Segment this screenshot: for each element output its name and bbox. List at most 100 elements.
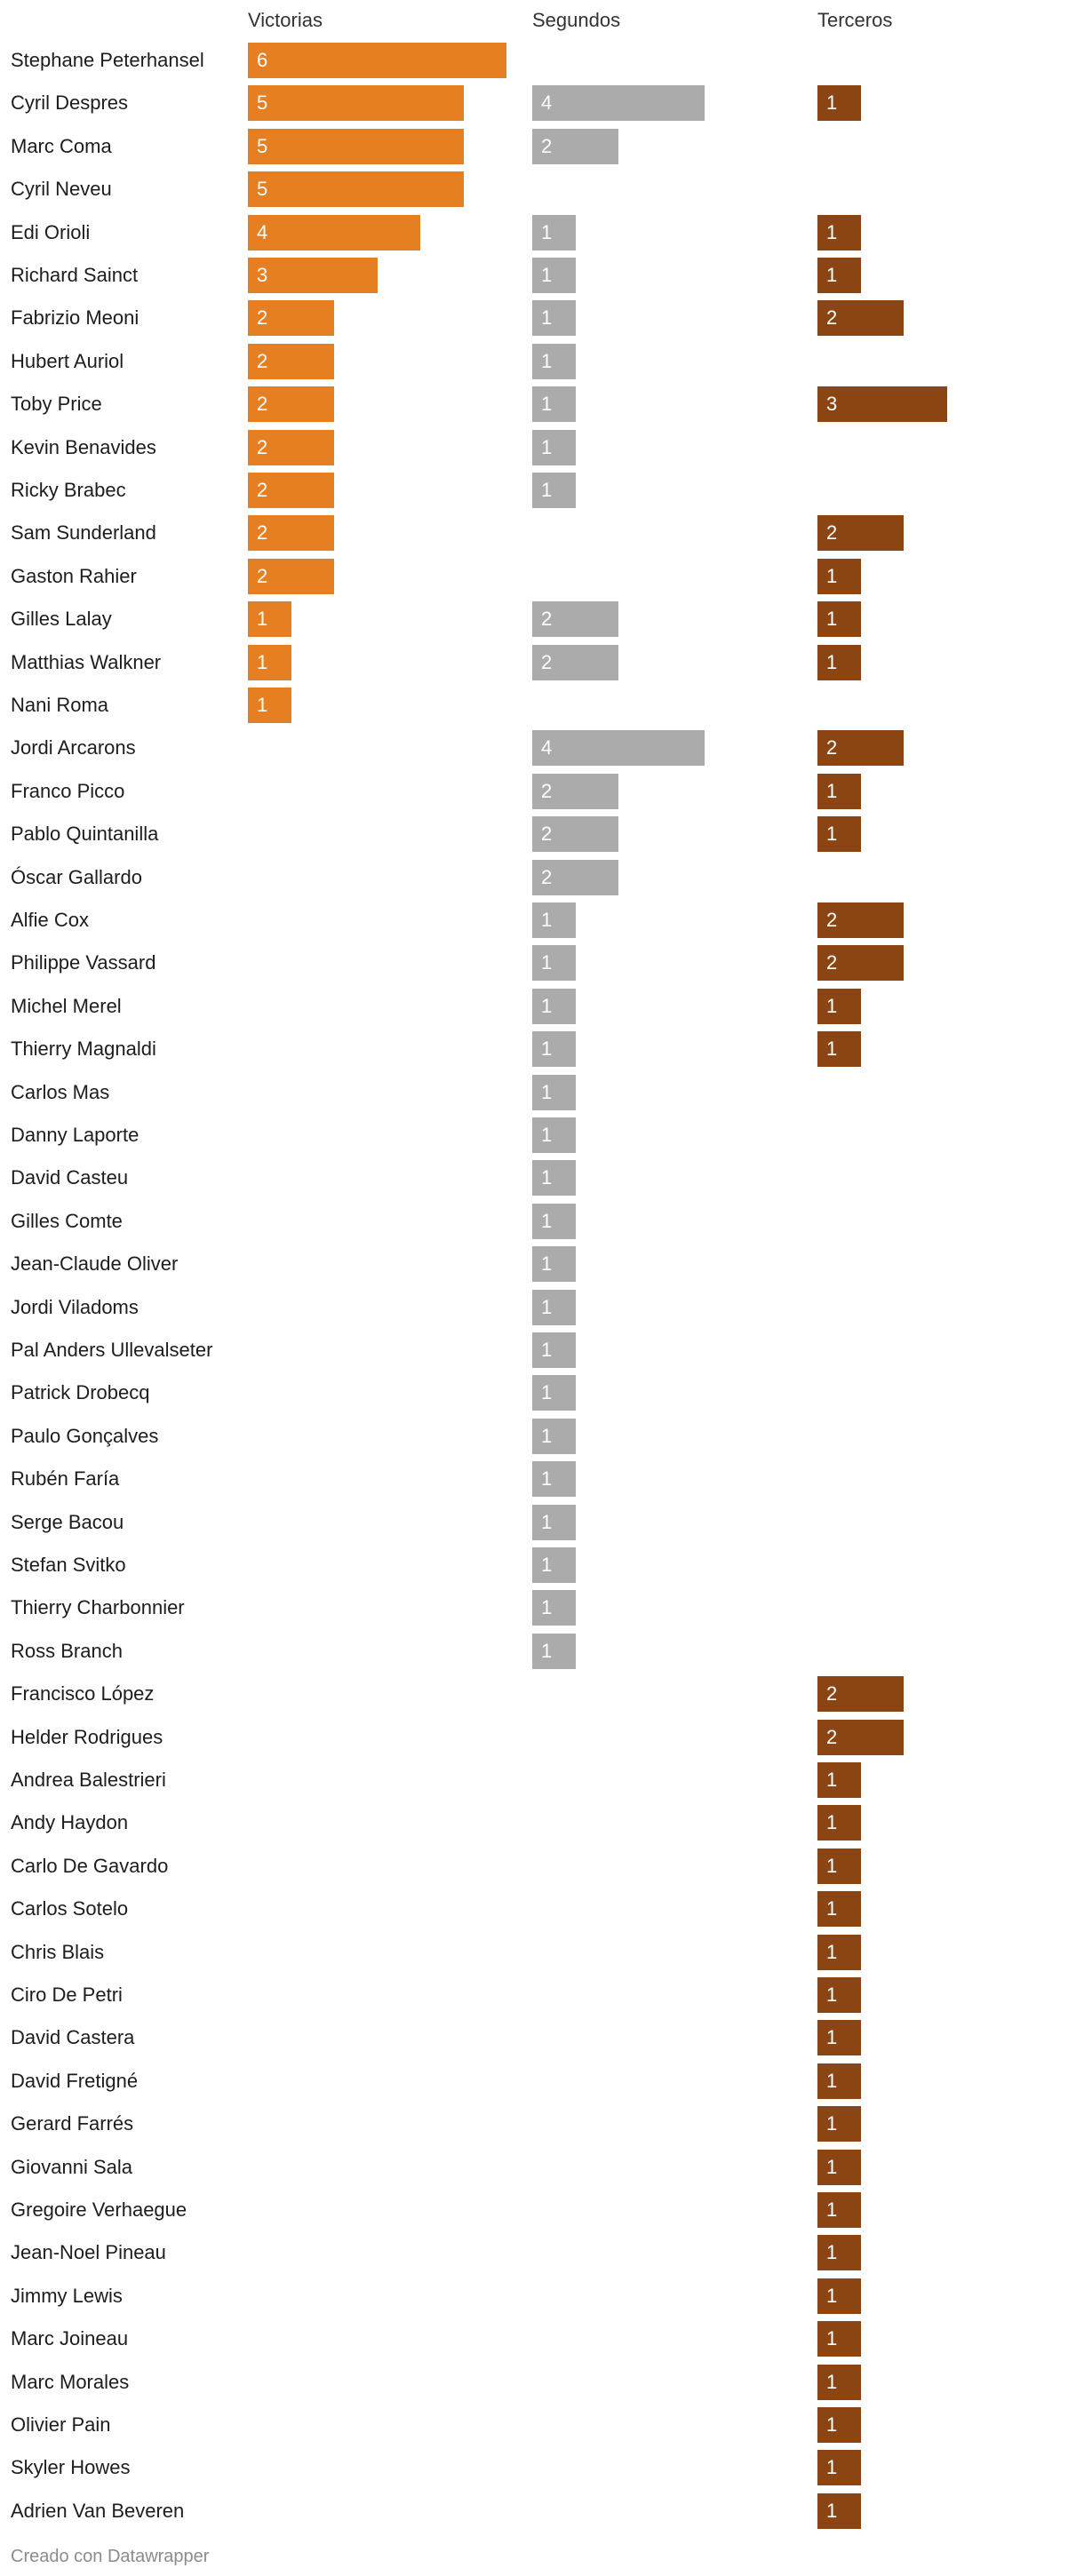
bar-value-thirds: 1 bbox=[826, 2327, 838, 2350]
bar-thirds bbox=[817, 644, 861, 680]
bar-thirds bbox=[817, 773, 861, 809]
row-label: David Fretigné bbox=[11, 2069, 139, 2092]
bar-seconds bbox=[532, 1246, 576, 1283]
bar-thirds bbox=[817, 2149, 861, 2185]
bar-value-seconds: 2 bbox=[541, 608, 553, 631]
bar-value-thirds: 1 bbox=[826, 779, 838, 802]
bar-value-thirds: 1 bbox=[826, 264, 838, 286]
bar-value-thirds: 1 bbox=[826, 1984, 838, 2006]
bar-value-thirds: 1 bbox=[826, 2284, 838, 2307]
row-label: Óscar Gallardo bbox=[11, 865, 142, 888]
bar-thirds bbox=[817, 2192, 861, 2228]
bar-value-seconds: 1 bbox=[541, 1166, 553, 1189]
row-label: Philippe Vassard bbox=[11, 951, 156, 974]
row-label: Pal Anders Ullevalseter bbox=[11, 1339, 213, 1361]
bar-thirds bbox=[817, 2450, 861, 2486]
row-label: Richard Sainct bbox=[11, 264, 139, 286]
bar-value-seconds: 2 bbox=[541, 823, 553, 846]
bar-value-wins: 2 bbox=[257, 349, 268, 372]
row-label: Nani Roma bbox=[11, 694, 109, 716]
bar-value-seconds: 1 bbox=[541, 435, 553, 458]
bar-wins bbox=[248, 386, 334, 423]
row-label: Marc Joineau bbox=[11, 2327, 129, 2350]
bar-wins bbox=[248, 171, 464, 208]
row-label: Ciro De Petri bbox=[11, 1984, 123, 2006]
column-header-thirds: Terceros bbox=[817, 9, 893, 31]
bar-seconds bbox=[532, 1160, 576, 1197]
bar-value-thirds: 1 bbox=[826, 650, 838, 673]
column-header-wins: Victorias bbox=[248, 9, 323, 31]
column-header-seconds: Segundos bbox=[532, 9, 621, 31]
bar-value-wins: 1 bbox=[257, 650, 268, 673]
row-label: Stephane Peterhansel bbox=[11, 49, 204, 71]
row-label: Carlos Sotelo bbox=[11, 1897, 129, 1920]
bar-thirds bbox=[817, 386, 947, 423]
bar-value-thirds: 1 bbox=[826, 564, 838, 587]
bar-value-seconds: 2 bbox=[541, 865, 553, 888]
bar-seconds bbox=[532, 859, 618, 895]
bar-wins bbox=[248, 558, 334, 594]
bar-thirds bbox=[817, 945, 904, 982]
row-label: Thierry Magnaldi bbox=[11, 1038, 156, 1061]
row-label: Edi Orioli bbox=[11, 220, 91, 243]
bar-seconds bbox=[532, 429, 576, 465]
row-label: Gregoire Verhaegue bbox=[11, 2198, 187, 2221]
bar-thirds bbox=[817, 816, 861, 853]
row-label: Paulo Gonçalves bbox=[11, 1424, 159, 1447]
row-label: Gaston Rahier bbox=[11, 564, 137, 587]
bar-value-thirds: 2 bbox=[826, 521, 838, 545]
bar-value-thirds: 1 bbox=[826, 994, 838, 1017]
row-label: Gilles Lalay bbox=[11, 608, 112, 631]
bar-seconds bbox=[532, 85, 705, 122]
bar-seconds bbox=[532, 816, 618, 853]
bar-wins bbox=[248, 644, 291, 680]
bar-seconds bbox=[532, 214, 576, 250]
bar-value-wins: 3 bbox=[257, 264, 268, 286]
bar-value-wins: 2 bbox=[257, 393, 268, 416]
bar-thirds bbox=[817, 1762, 861, 1798]
bar-value-thirds: 1 bbox=[826, 1854, 838, 1877]
bar-thirds bbox=[817, 558, 861, 594]
bar-seconds bbox=[532, 1289, 576, 1325]
row-label: Skyler Howes bbox=[11, 2456, 131, 2479]
bar-seconds bbox=[532, 1590, 576, 1626]
bar-value-wins: 2 bbox=[257, 306, 268, 330]
row-label: Carlo De Gavardo bbox=[11, 1854, 169, 1877]
bar-wins bbox=[248, 85, 464, 122]
bar-thirds bbox=[817, 1676, 904, 1713]
bar-value-seconds: 1 bbox=[541, 909, 553, 931]
bar-thirds bbox=[817, 1891, 861, 1928]
bar-value-seconds: 2 bbox=[541, 650, 553, 673]
bar-seconds bbox=[532, 1074, 576, 1110]
row-label: Ricky Brabec bbox=[11, 479, 126, 501]
row-label: Franco Picco bbox=[11, 779, 125, 802]
row-label: Sam Sunderland bbox=[11, 521, 156, 545]
bar-value-thirds: 1 bbox=[826, 1038, 838, 1061]
bar-value-thirds: 1 bbox=[826, 2069, 838, 2092]
bar-thirds bbox=[817, 85, 861, 122]
bar-value-wins: 4 bbox=[257, 220, 268, 243]
bar-value-thirds: 2 bbox=[826, 909, 838, 931]
bar-seconds bbox=[532, 473, 576, 508]
bar-thirds bbox=[817, 2020, 861, 2056]
bar-seconds bbox=[532, 258, 576, 293]
bar-value-wins: 5 bbox=[257, 178, 268, 201]
bar-value-wins: 2 bbox=[257, 564, 268, 587]
bar-value-seconds: 1 bbox=[541, 349, 553, 372]
bar-thirds bbox=[817, 2235, 861, 2271]
bar-thirds bbox=[817, 730, 904, 767]
bar-value-seconds: 1 bbox=[541, 479, 553, 501]
bar-wins bbox=[248, 214, 420, 250]
bar-wins bbox=[248, 128, 464, 164]
bar-seconds bbox=[532, 386, 576, 423]
bar-value-thirds: 1 bbox=[826, 2241, 838, 2264]
bar-wins bbox=[248, 43, 506, 78]
bar-wins bbox=[248, 258, 378, 293]
row-label: Cyril Despres bbox=[11, 91, 129, 115]
bar-thirds bbox=[817, 2493, 861, 2529]
footer-credit[interactable]: Creado con Datawrapper bbox=[11, 2547, 210, 2566]
bar-value-thirds: 1 bbox=[826, 91, 838, 115]
bar-value-thirds: 1 bbox=[826, 1769, 838, 1791]
bar-seconds bbox=[532, 1504, 576, 1540]
bar-value-seconds: 1 bbox=[541, 1510, 553, 1533]
